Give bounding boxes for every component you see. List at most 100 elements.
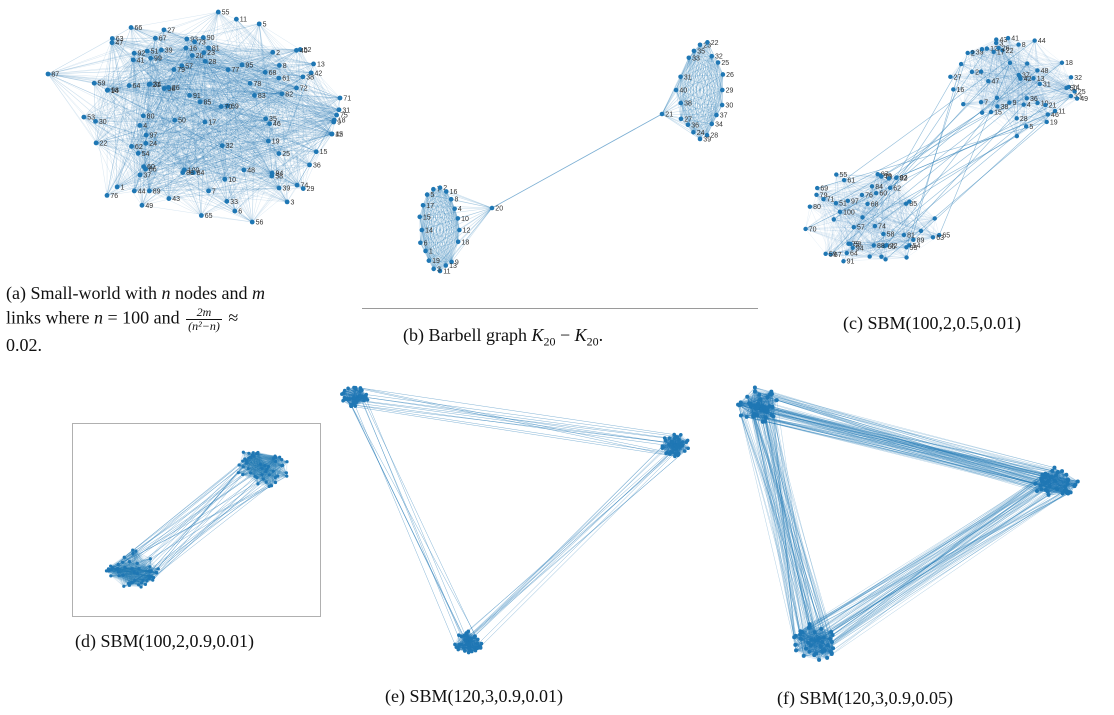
graph-edge — [839, 211, 904, 236]
graph-edge — [419, 198, 452, 218]
node-label: 91 — [193, 93, 201, 100]
graph-edge — [862, 177, 897, 218]
graph-edge — [420, 242, 434, 270]
graph-edge — [222, 145, 226, 180]
graph-edge — [265, 52, 273, 73]
graph-node — [284, 199, 290, 205]
graph-edge — [133, 59, 334, 123]
graph-edge — [139, 83, 251, 126]
graph-edge — [148, 84, 288, 203]
graph-node — [903, 201, 909, 206]
graph-edge — [189, 72, 266, 96]
graph-edge — [163, 29, 280, 66]
graph-edge — [139, 72, 312, 176]
graph-edge — [205, 61, 332, 135]
graph-edge — [805, 228, 887, 246]
graph-edge — [106, 570, 157, 573]
graph-edge — [173, 69, 266, 119]
graph-edge — [439, 229, 460, 272]
node-label: 28 — [710, 133, 718, 140]
graph-node — [678, 100, 684, 106]
graph-edge — [256, 453, 276, 458]
graph-edge — [422, 204, 493, 209]
graph-edge — [1009, 102, 1024, 105]
graph-edge — [205, 61, 333, 135]
graph-edge — [220, 106, 228, 202]
graph-edge — [83, 83, 251, 118]
node-label: 21 — [152, 82, 160, 89]
graph-edge — [886, 245, 907, 248]
graph-edge — [95, 47, 187, 122]
graph-edge — [850, 243, 882, 257]
graph-edge — [980, 71, 998, 98]
graph-edge — [266, 471, 274, 483]
graph-edge — [234, 175, 273, 212]
graph-edge — [107, 63, 314, 91]
graph-edge — [148, 84, 341, 99]
graph-edge — [699, 114, 717, 140]
graph-edge — [844, 179, 910, 202]
graph-edge — [996, 39, 1035, 41]
node-label: 85 — [909, 201, 917, 208]
graph-edge — [261, 468, 267, 483]
graph-edge — [257, 452, 266, 472]
graph-edge — [189, 95, 298, 186]
graph-edge — [174, 120, 194, 173]
graph-node — [431, 266, 436, 272]
graph-edge — [246, 460, 258, 478]
graph-edge — [433, 189, 452, 262]
graph-node — [831, 217, 836, 222]
graph-node — [225, 103, 230, 109]
graph-edge — [189, 95, 332, 135]
graph-edge — [186, 38, 236, 212]
graph-edge — [218, 11, 335, 121]
graph-edge — [168, 87, 282, 95]
graph-edge — [112, 38, 118, 187]
node-label: 2 — [971, 50, 975, 57]
graph-edge — [680, 76, 713, 125]
graph-edge — [848, 176, 882, 244]
graph-edge — [181, 65, 229, 70]
graph-edge — [205, 61, 297, 89]
graph-edge — [1037, 102, 1047, 123]
graph-edge — [265, 65, 280, 119]
graph-edge — [980, 48, 988, 72]
graph-edge — [1009, 87, 1067, 103]
graph-edge — [269, 458, 274, 475]
graph-edge — [896, 177, 940, 236]
graph-edge — [688, 57, 701, 139]
graph-edge — [693, 89, 723, 133]
graph-edge — [131, 119, 335, 147]
graph-edge — [115, 569, 153, 581]
graph-edge — [862, 217, 870, 257]
node-label: 38 — [1001, 104, 1009, 111]
graph-edge — [296, 87, 317, 152]
graph-edge — [185, 47, 310, 166]
graph-edge — [107, 89, 310, 166]
graph-edge — [825, 239, 914, 255]
graph-edge — [296, 87, 334, 123]
graph-edge — [265, 65, 280, 73]
graph-edge — [192, 55, 273, 174]
graph-edge — [422, 204, 455, 210]
graph-edge — [817, 187, 854, 228]
graph-edge — [869, 237, 934, 257]
graph-edge — [313, 63, 340, 110]
graph-edge — [833, 219, 907, 258]
graph-edge — [896, 177, 907, 204]
graph-edge — [823, 198, 922, 232]
graph-edge — [133, 53, 170, 199]
sbm-graph-d — [104, 450, 289, 589]
graph-edge — [254, 455, 276, 458]
node-label: 40 — [679, 88, 687, 95]
graph-edge — [836, 174, 841, 212]
graph-edge — [137, 558, 151, 574]
graph-edge — [852, 237, 934, 249]
graph-edge — [96, 109, 340, 144]
graph-edge — [421, 229, 459, 243]
graph-edge — [250, 453, 258, 474]
graph-edge — [47, 73, 150, 85]
graph-edge — [139, 93, 282, 126]
graph-edge — [173, 63, 314, 70]
graph-edge — [208, 123, 270, 192]
